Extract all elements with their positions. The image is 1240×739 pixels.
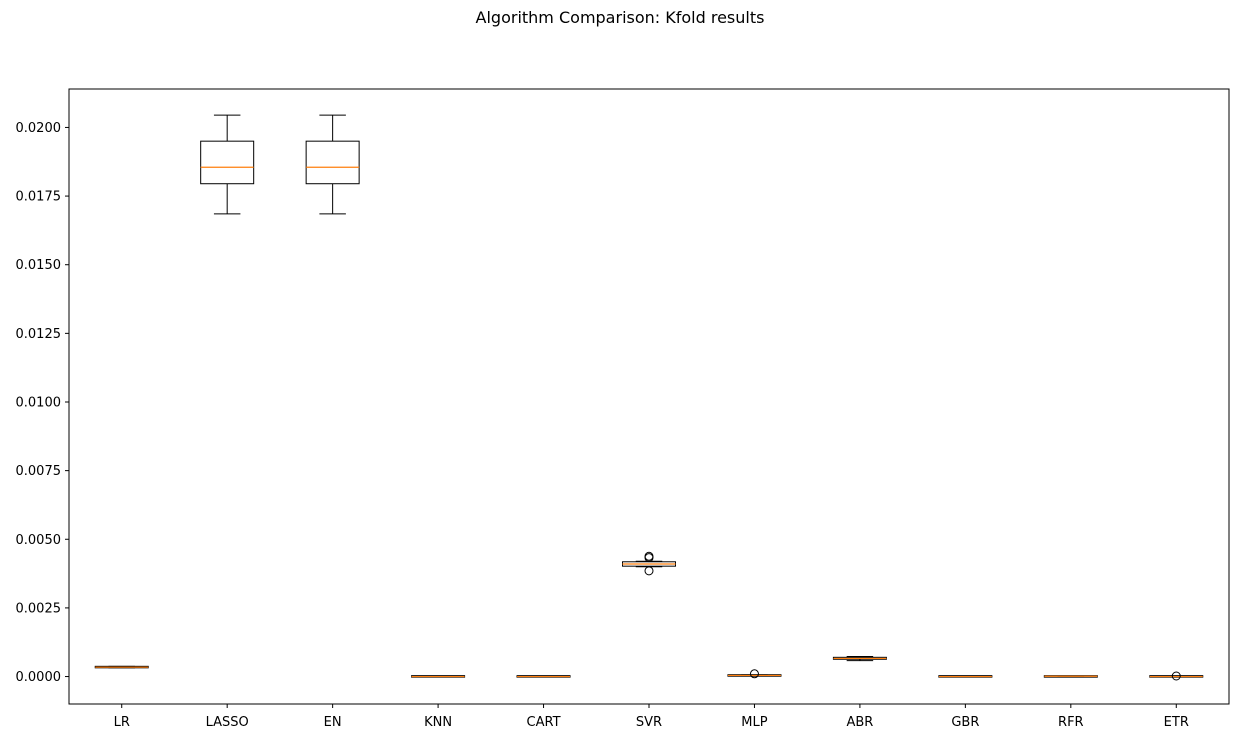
chart-title: Algorithm Comparison: Kfold results	[475, 8, 765, 27]
box-knn	[411, 675, 466, 678]
y-tick-label: 0.0050	[16, 533, 62, 548]
x-tick-label: MLP	[741, 715, 767, 730]
x-tick-label: EN	[324, 715, 342, 730]
box-mlp	[727, 669, 782, 679]
box-rfr	[1043, 675, 1098, 678]
outlier-point	[749, 669, 759, 679]
x-tick-label: RFR	[1058, 715, 1084, 730]
y-tick-label: 0.0000	[16, 670, 62, 685]
x-tick-label: CART	[527, 715, 561, 730]
y-tick-label: 0.0175	[16, 190, 62, 205]
x-tick-label: LASSO	[206, 715, 249, 730]
y-tick-label: 0.0100	[16, 395, 62, 410]
plot-frame	[68, 88, 1230, 705]
y-axis: 0.0000 0.0025 0.0050 0.0075 0.0100 0.0125 0.01…	[16, 121, 69, 685]
outlier-point	[644, 566, 654, 576]
x-tick-label: LR	[114, 715, 130, 730]
box-abr	[832, 656, 887, 662]
outlier-point	[1171, 671, 1181, 681]
y-tick-label: 0.0150	[16, 258, 62, 273]
x-tick-label: KNN	[424, 715, 452, 730]
box-svr	[622, 551, 676, 576]
y-tick-label: 0.0025	[16, 601, 62, 616]
box-lr	[94, 665, 149, 669]
x-tick-label: SVR	[636, 715, 662, 730]
x-tick-label: GBR	[951, 715, 979, 730]
iqr-box	[305, 140, 360, 185]
y-tick-label: 0.0125	[16, 327, 62, 342]
y-tick-label: 0.0200	[16, 121, 62, 136]
box-gbr	[938, 675, 993, 678]
y-tick-label: 0.0075	[16, 464, 62, 479]
box-lasso	[200, 114, 255, 215]
outlier-point	[644, 551, 654, 561]
boxes-layer	[94, 114, 1204, 681]
box-cart	[516, 675, 571, 678]
box-en	[305, 114, 360, 215]
x-axis: LR LASSO EN KNN CART SVR MLP ABR GBR RFR ETR	[114, 704, 1189, 730]
iqr-box	[200, 140, 255, 185]
box-etr	[1149, 671, 1204, 681]
x-tick-label: ETR	[1164, 715, 1189, 730]
x-tick-label: ABR	[846, 715, 873, 730]
